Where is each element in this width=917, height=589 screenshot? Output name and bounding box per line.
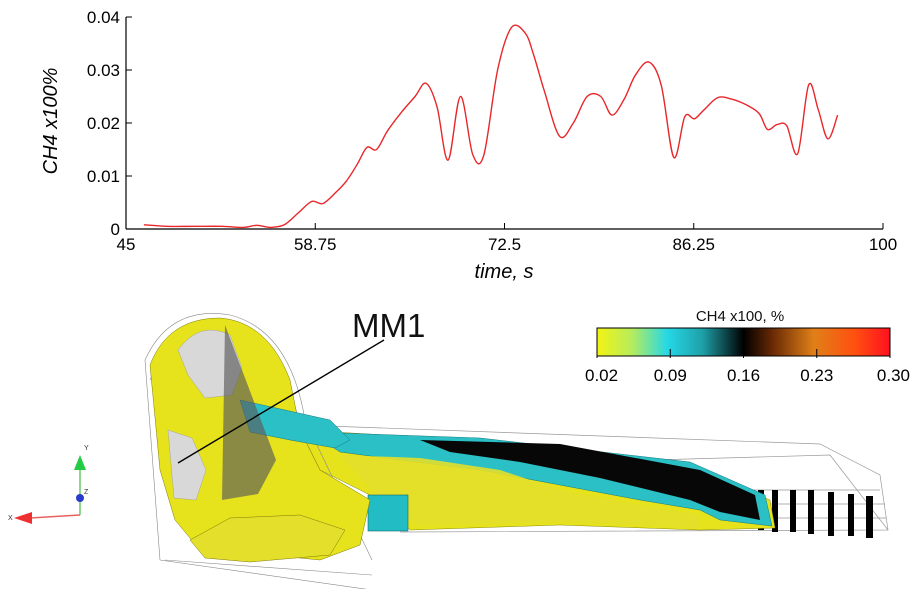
drift-isosurface-yellow-2 xyxy=(340,455,700,528)
cyan-block xyxy=(367,494,409,532)
x-ticks: 45 58.75 72.5 86.25 100 xyxy=(117,223,897,254)
colorbar-tick-label: 0.23 xyxy=(800,366,833,385)
shaft-void-2 xyxy=(167,429,207,501)
drift-isosurface-dark xyxy=(420,440,760,520)
x-tick-label: 86.25 xyxy=(672,235,715,254)
axes-triad-icon: Y Z X xyxy=(8,445,89,524)
colorbar-tick-label: 0.02 xyxy=(585,366,618,385)
x-tick-label: 72.5 xyxy=(488,235,521,254)
3d-isosurface-illustration: Y Z X xyxy=(8,307,910,589)
y-tick-label: 0.01 xyxy=(87,167,120,186)
series-line xyxy=(143,24,839,229)
line-chart: 45 58.75 72.5 86.25 100 0 0.01 0.02 0.03 0.04 ti… xyxy=(40,8,897,283)
colorbar: CH4 x100, % 0.02 0.09 0.16 0.23 0.30 xyxy=(585,308,910,385)
mm1-pointer-line xyxy=(177,339,385,464)
mm1-label: MM1 xyxy=(352,307,425,344)
x-tick-label: 100 xyxy=(869,235,897,254)
shaft-partition xyxy=(222,325,276,500)
svg-text:X: X xyxy=(8,515,13,522)
x-tick-label: 58.75 xyxy=(294,235,337,254)
y-ticks: 0 0.01 0.02 0.03 0.04 xyxy=(87,8,132,239)
colorbar-title: CH4 x100, % xyxy=(696,308,784,325)
y-tick-label: 0.02 xyxy=(87,114,120,133)
svg-text:Z: Z xyxy=(84,489,89,496)
svg-text:Y: Y xyxy=(84,445,89,452)
y-tick-label: 0 xyxy=(111,220,120,239)
colorbar-ticks: 0.02 0.09 0.16 0.23 0.30 xyxy=(585,349,910,385)
y-tick-label: 0.03 xyxy=(87,61,120,80)
y-tick-label: 0.04 xyxy=(87,8,120,27)
colorbar-tick-label: 0.09 xyxy=(654,366,687,385)
y-axis-label: CH4 x100% xyxy=(40,68,62,175)
colorbar-tick-label: 0.30 xyxy=(877,366,910,385)
x-axis-label: time, s xyxy=(475,261,534,283)
colorbar-tick-label: 0.16 xyxy=(727,366,760,385)
shaft-isosurface-bottom xyxy=(189,514,346,563)
x-tick-label: 45 xyxy=(117,235,136,254)
